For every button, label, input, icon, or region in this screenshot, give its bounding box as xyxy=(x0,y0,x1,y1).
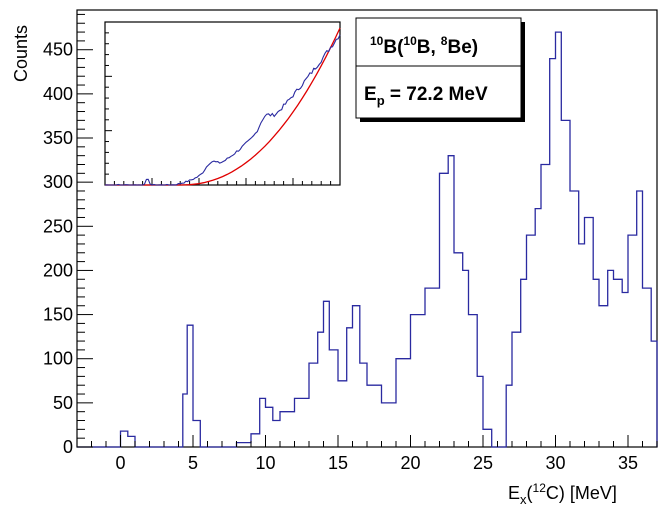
y-tick-label: 0 xyxy=(63,437,73,457)
inset-frame xyxy=(104,21,341,186)
x-tick-label: 0 xyxy=(115,453,125,473)
inset-fit-curve xyxy=(105,27,341,186)
y-tick-label: 350 xyxy=(43,128,73,148)
y-tick-label: 450 xyxy=(43,40,73,60)
y-axis-ticks: 0 50 100 150 200 250 300 350 400 450 xyxy=(43,13,93,457)
reaction-text: 10B(10B, 8Be) xyxy=(370,34,478,58)
reaction-label-box: 10B(10B, 8Be) Ep = 72.2 MeV xyxy=(355,17,525,122)
label-box xyxy=(355,17,522,119)
y-tick-label: 100 xyxy=(43,349,73,369)
x-tick-label: 35 xyxy=(618,453,638,473)
inset-data-curve xyxy=(104,34,341,186)
histogram-series xyxy=(77,31,658,448)
y-axis-title: Counts xyxy=(11,25,31,82)
y-tick-label: 150 xyxy=(43,305,73,325)
x-tick-label: 10 xyxy=(255,453,275,473)
y-tick-label: 250 xyxy=(43,216,73,236)
y-tick-label: 50 xyxy=(53,393,73,413)
y-tick-label: 300 xyxy=(43,172,73,192)
x-tick-label: 30 xyxy=(545,453,565,473)
x-tick-label: 25 xyxy=(473,453,493,473)
x-tick-label: 5 xyxy=(188,453,198,473)
x-axis-title: Ex(12C) [MeV] xyxy=(508,481,617,507)
y-tick-label: 400 xyxy=(43,84,73,104)
beam-energy-text: Ep = 72.2 MeV xyxy=(364,84,488,108)
x-axis-ticks: 0 5 10 15 20 25 30 35 xyxy=(91,435,658,473)
inset-plot xyxy=(104,21,341,186)
x-tick-label: 20 xyxy=(400,453,420,473)
x-tick-label: 15 xyxy=(328,453,348,473)
y-tick-label: 200 xyxy=(43,260,73,280)
